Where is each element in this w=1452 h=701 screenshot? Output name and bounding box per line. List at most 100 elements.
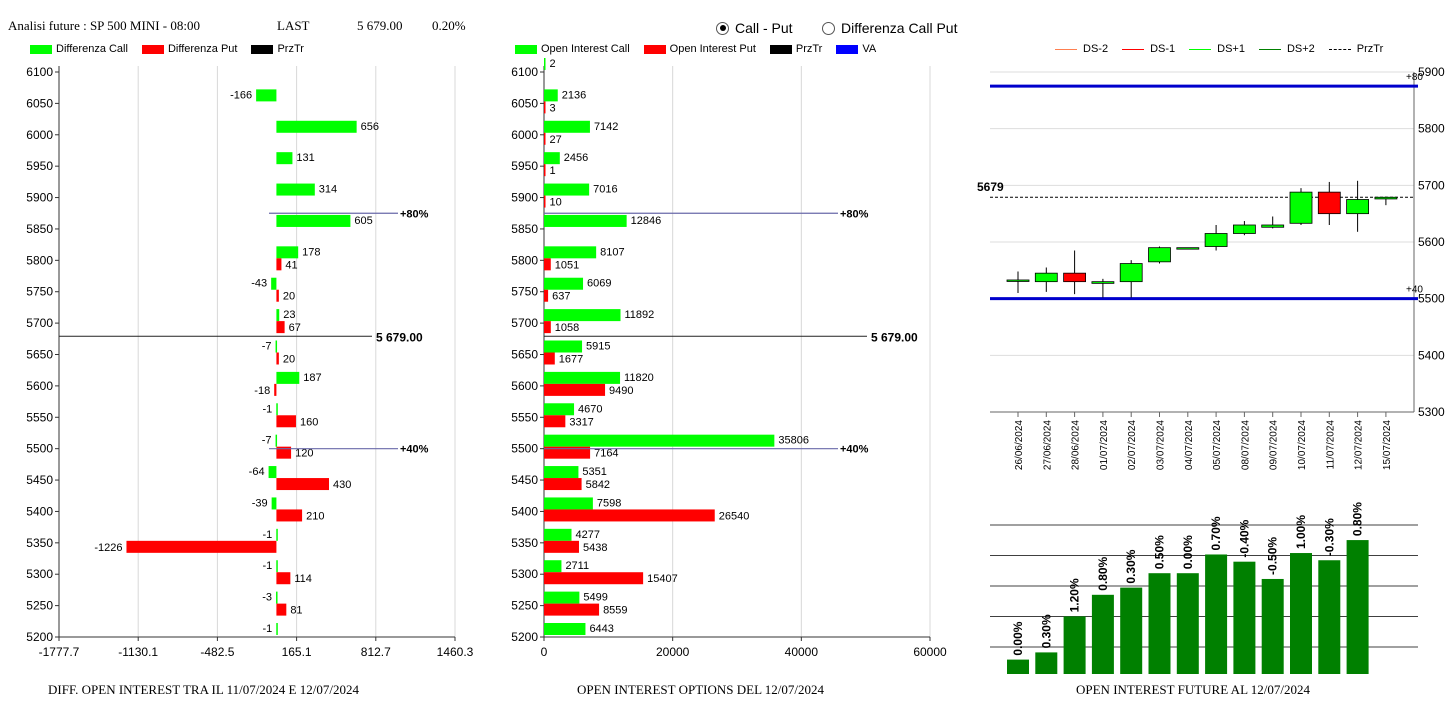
panel1-call-bar [268, 466, 277, 479]
panel2-call-label: 7142 [594, 121, 618, 133]
panel4-bar-label: -0.40% [1237, 519, 1251, 557]
panel1-call-bar [276, 152, 293, 165]
panel2-caption: OPEN INTEREST OPTIONS DEL 12/07/2024 [577, 682, 824, 697]
panel1-call-label: 178 [302, 246, 320, 258]
radio-diff-call-put[interactable]: Differenza Call Put [822, 20, 957, 36]
panel1-call-label: 656 [361, 121, 379, 133]
panel1-call-label: -1 [263, 623, 273, 635]
panel2-call-bar [544, 560, 562, 573]
panel2-ytick-label: 5350 [511, 536, 538, 550]
panel1-call-label: -1 [263, 560, 273, 572]
radio-diff-call-put-label: Differenza Call Put [841, 20, 958, 36]
panel1-price-label: 5 679.00 [376, 330, 423, 344]
panel1-put-label: 81 [290, 605, 302, 617]
panel3-legend-label: PrzTr [1356, 43, 1384, 55]
panel1-ytick-label: 5550 [26, 410, 53, 424]
panel4-bar [1007, 659, 1029, 674]
panel3-xtick-label: 04/07/2024 [1184, 420, 1195, 470]
panel1-call-label: 131 [296, 152, 314, 164]
panel2-legend-item: PrzTr [769, 43, 823, 55]
panel2-put-bar [544, 132, 546, 145]
panel1-put-label: 114 [294, 573, 312, 585]
panel2-xtick-label: 20000 [656, 645, 690, 659]
panel3-candle-body [1034, 272, 1058, 283]
panel4-bar-label: 0.80% [1096, 556, 1110, 590]
panel2-put-bar [544, 164, 546, 177]
panel2-legend-swatch [515, 44, 537, 54]
panel1-legend-item: Differenza Call [30, 43, 128, 55]
panel1-call-bar [275, 434, 278, 447]
panel2-call-bar [544, 309, 621, 322]
panel2-legend-label: VA [862, 43, 877, 55]
panel3-candle-body [1006, 279, 1030, 282]
panel2-legend-swatch [836, 44, 859, 54]
panel1-call-bar [276, 246, 299, 259]
panel2-call-label: 11892 [625, 309, 655, 321]
panel1-call-label: 314 [319, 184, 337, 196]
panel4-bar-label: 0.30% [1039, 614, 1053, 648]
panel2-legend-label: Open Interest Call [541, 43, 630, 55]
panel2-call-bar [544, 214, 627, 227]
panel1-put-bar [276, 321, 285, 334]
panel1-ytick-label: 6100 [26, 65, 53, 79]
panel2-xtick-label: 60000 [913, 645, 947, 659]
panel4-bar [1091, 594, 1114, 674]
panel1-legend: Differenza Call Differenza Put PrzTr [30, 43, 318, 55]
panel2-put-label: 5842 [586, 479, 610, 491]
panel2-put-bar [544, 509, 715, 522]
panel1-put-bar [276, 509, 303, 522]
panel1-put-bar [126, 540, 277, 553]
panel1-ytick-label: 5600 [26, 379, 53, 393]
panel2-call-label: 35806 [778, 435, 809, 447]
radio-diff-call-put-indicator[interactable] [822, 21, 835, 35]
panel1-legend-label: Differenza Call [56, 43, 128, 55]
panel1-xtick-label: 812.7 [361, 645, 391, 659]
panel1-ytick-label: 5850 [26, 222, 53, 236]
panel1-put-label: 210 [306, 510, 324, 522]
panel2-put-bar [544, 321, 551, 334]
panel3-candle-body [1091, 281, 1115, 284]
panel2-legend-swatch [769, 44, 792, 54]
panel2-put-bar [544, 572, 644, 585]
panel1-call-bar [256, 89, 277, 102]
panel4-bar [1290, 553, 1312, 674]
panel2-put-label: 10 [550, 197, 562, 209]
panel4-bar [1148, 573, 1171, 674]
panel3-candle-body [1119, 263, 1143, 283]
radio-call-put-indicator[interactable] [716, 21, 729, 35]
panel1-xtick-label: 165.1 [282, 645, 312, 659]
panel4-bar [1346, 540, 1369, 674]
panel2-put-label: 15407 [647, 573, 678, 585]
panel2-put-bar [544, 478, 582, 491]
panel2-call-label: 5499 [583, 592, 607, 604]
panel2-legend-label: PrzTr [795, 43, 823, 55]
panel1-call-label: -7 [262, 341, 272, 353]
panel4-bar [1261, 578, 1284, 674]
panel2-put-label: 9490 [609, 385, 633, 397]
panel4-bar [1120, 587, 1143, 674]
panel1-ytick-label: 5500 [26, 442, 53, 456]
panel1-call-bar [276, 591, 278, 604]
panel2-put-bar [544, 352, 555, 365]
panel1-put-label: 160 [300, 416, 318, 428]
panel2-price-label: 5 679.00 [871, 330, 918, 344]
panel2-ytick-label: 5600 [511, 379, 538, 393]
panel3-xtick-label: 03/07/2024 [1156, 420, 1167, 470]
panel3-legend-swatch [1189, 48, 1212, 50]
panel1-call-bar [276, 309, 280, 322]
radio-call-put[interactable]: Call - Put [716, 20, 793, 36]
panel1-caption: DIFF. OPEN INTEREST TRA IL 11/07/2024 E … [48, 682, 359, 697]
panel3-candle-body [1317, 191, 1341, 215]
last-value: 5 679.00 [357, 18, 403, 33]
panel1-legend-label: Differenza Put [167, 43, 238, 55]
panel1-put-label: 41 [285, 259, 297, 271]
panel3-candle-body [1289, 191, 1313, 224]
panel2-call-label: 6069 [587, 278, 611, 290]
panel1-legend-item: PrzTr [251, 43, 304, 55]
panel2-put-label: 27 [550, 134, 562, 146]
panel1-put-bar [276, 478, 329, 491]
panel3-price-label: 5679 [977, 180, 1004, 194]
panel1-xtick-label: -1130.1 [118, 645, 158, 659]
panel2-call-label: 2456 [564, 152, 588, 164]
panel2-put-bar [544, 289, 549, 302]
